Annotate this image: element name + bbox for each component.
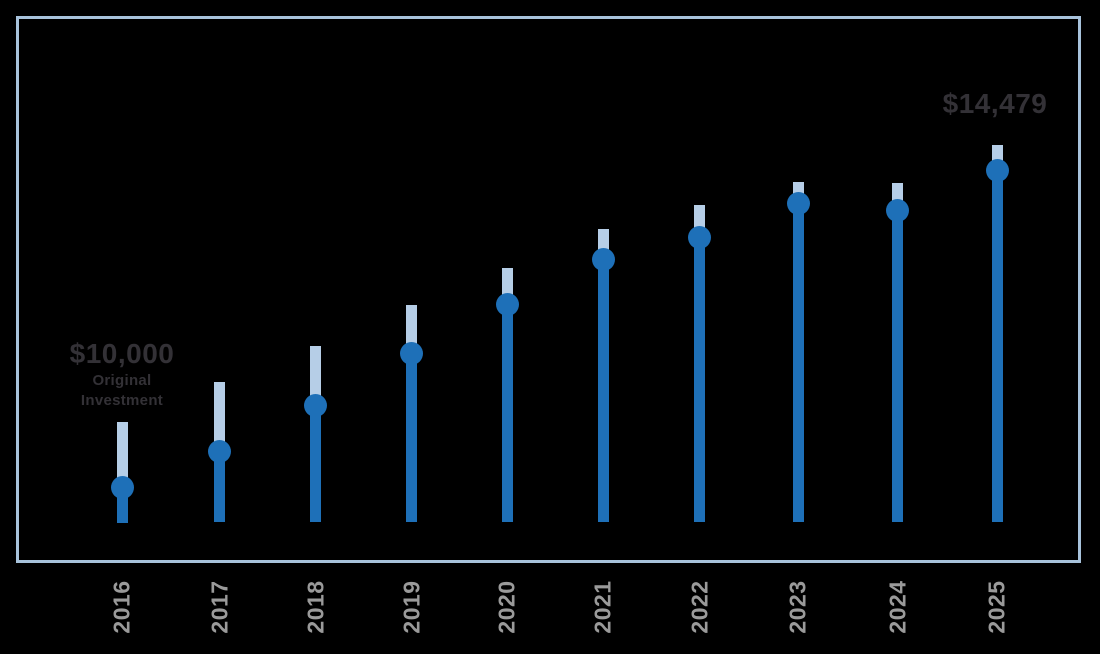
x-tick-label-2022: 2022 [686,580,713,634]
lollipop-stem-2018 [310,405,321,523]
lollipop-dot-2018 [304,394,327,418]
lollipop-tip-2024 [892,183,904,211]
lollipop-tip-2016 [116,422,128,487]
lollipop-dot-2020 [495,293,519,317]
start-annotation: $10,000 Original Investment [70,337,175,411]
lollipop-stem-2016 [116,487,128,523]
lollipop-stem-2025 [991,170,1003,523]
lollipop-stem-2023 [792,203,804,523]
end-value-label: $14,479 [942,88,1048,119]
lollipop-dot-2019 [400,342,424,366]
lollipop-tip-2017 [214,381,225,452]
lollipop-stem-2021 [597,259,609,523]
x-tick-label-2023: 2023 [784,580,811,634]
x-tick-label-2025: 2025 [983,580,1010,634]
start-sublabel-line1: Original [92,372,152,389]
x-tick-label-2018: 2018 [302,580,328,634]
lollipop-dot-2017 [208,440,231,464]
lollipop-dot-2023 [786,191,810,215]
x-tick-label-2016: 2016 [108,580,135,634]
x-tick-label-2019: 2019 [398,580,425,634]
lollipop-stem-2020 [501,304,513,523]
lollipop-tip-2025 [991,145,1003,171]
x-tick-label-2020: 2020 [493,580,520,634]
lollipop-tip-2019 [406,304,418,354]
lollipop-tip-2021 [597,228,609,260]
end-annotation: $14,479 [943,87,1048,121]
lollipop-tip-2022 [694,205,706,237]
lollipop-dot-2024 [886,198,910,222]
lollipop-tip-2020 [501,268,513,305]
lollipop-dot-2022 [688,225,712,249]
lollipop-stem-2017 [214,451,225,523]
start-sublabel-line2: Investment [80,392,164,409]
lollipop-tip-2018 [310,346,321,406]
lollipop-stem-2019 [406,353,418,523]
x-tick-label-2021: 2021 [589,580,616,634]
start-value-label: $10,000 [69,338,175,369]
lollipop-stem-2022 [694,237,706,523]
chart-frame [16,16,1081,563]
lollipop-dot-2025 [985,159,1009,183]
lollipop-dot-2021 [591,248,615,272]
lollipop-dot-2016 [110,475,134,499]
x-tick-label-2017: 2017 [206,580,232,634]
lollipop-stem-2024 [892,210,904,523]
x-tick-label-2024: 2024 [884,580,911,634]
